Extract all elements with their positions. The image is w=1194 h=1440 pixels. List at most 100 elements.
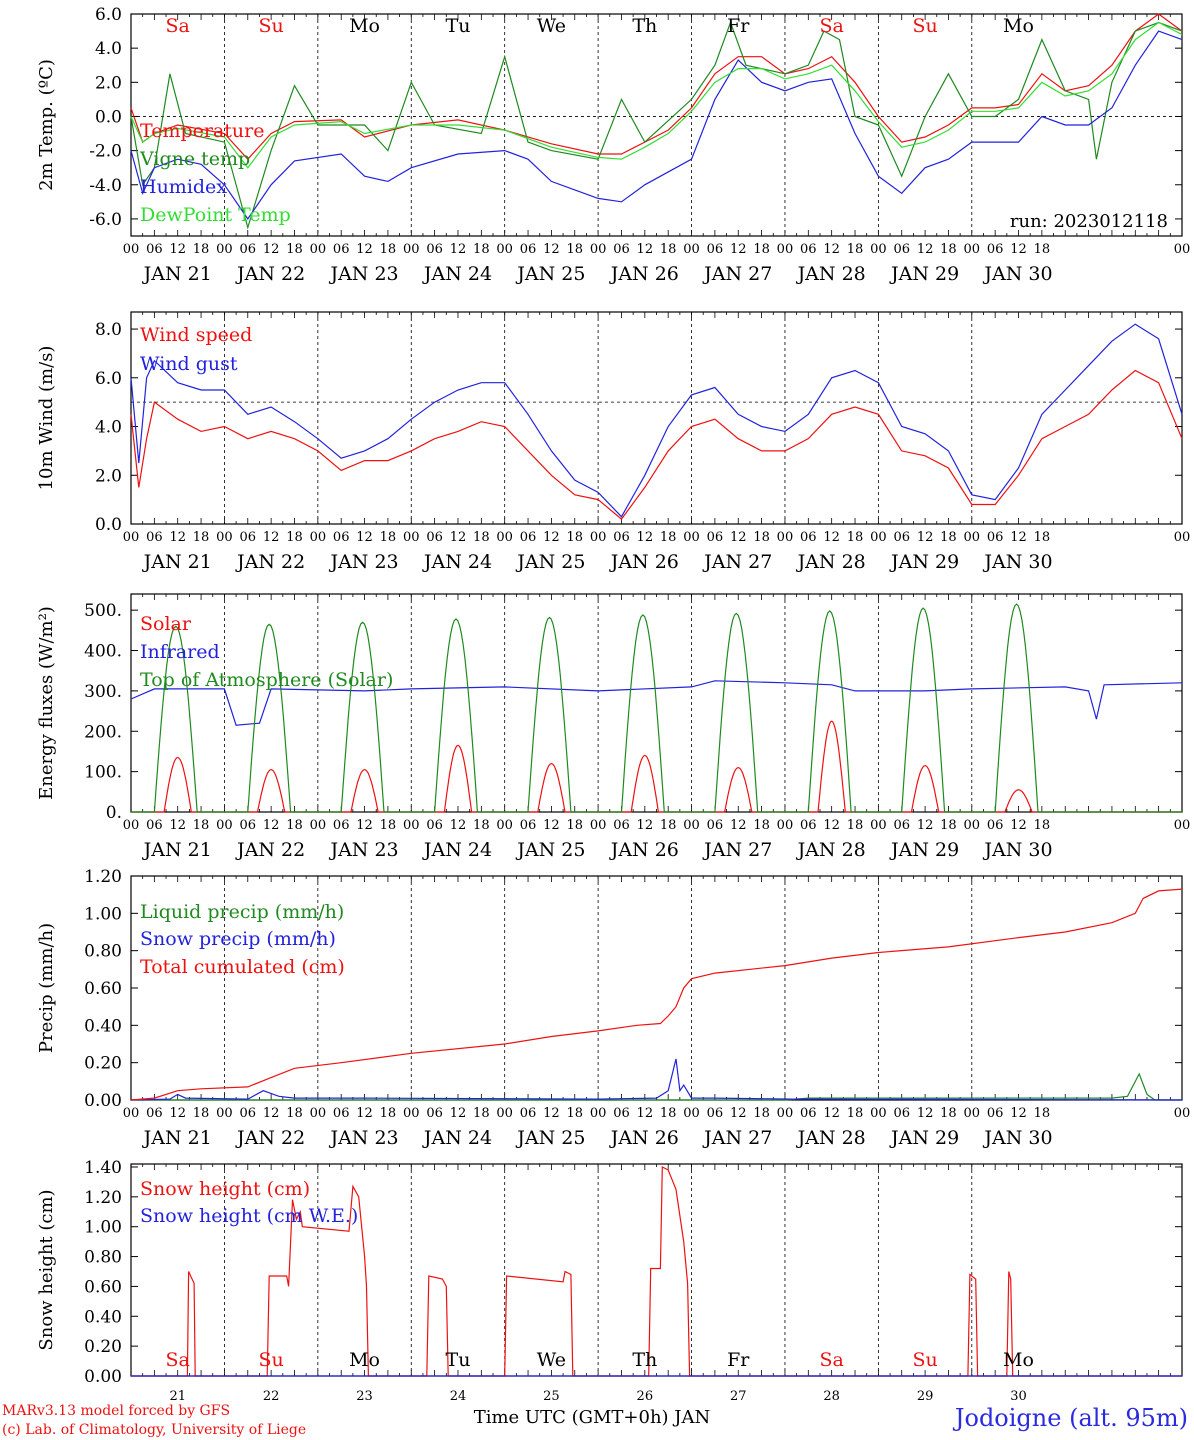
- date-label: JAN 23: [328, 551, 398, 573]
- y-tick-label: 0.40: [84, 1016, 122, 1036]
- hour-label: 18: [1034, 818, 1051, 833]
- model-credit: MARv3.13 model forced by GFS: [2, 1403, 230, 1419]
- hour-label: 00: [216, 818, 233, 833]
- hour-label: 06: [426, 242, 443, 257]
- hour-label: 00: [496, 818, 513, 833]
- chart-panels: -6.0 -4.0 -2.0 0.0 2.0 4.0 6.0 2m Temp. (ºC) Tem…: [36, 5, 1190, 1404]
- hour-label: 12: [823, 818, 840, 833]
- hour-label: 18: [380, 242, 397, 257]
- y-tick-label: 0.60: [84, 1277, 122, 1297]
- date-label: JAN 25: [515, 551, 585, 573]
- hour-label: 00: [1174, 1106, 1191, 1121]
- hour-label: 12: [823, 242, 840, 257]
- hour-label: 06: [333, 530, 350, 545]
- hour-label: 06: [800, 530, 817, 545]
- legend-entry: Top of Atmosphere (Solar): [140, 669, 393, 691]
- y-tick-label: 100.: [84, 763, 122, 783]
- hour-label: 00: [870, 530, 887, 545]
- series-line-snow-precip-mm-h: [130, 1058, 1183, 1101]
- hour-label: 12: [917, 1106, 934, 1121]
- hour-label: 06: [520, 530, 537, 545]
- date-label: JAN 26: [609, 839, 679, 861]
- hour-label: 12: [263, 530, 280, 545]
- hour-label: 12: [450, 818, 467, 833]
- series-line-humidex: [130, 30, 1183, 220]
- y-tick-label: 200.: [84, 722, 122, 742]
- y-tick-label: 0.20: [84, 1054, 122, 1074]
- hour-label: 12: [730, 1106, 747, 1121]
- y-tick-label: 8.0: [95, 320, 122, 340]
- hour-label: 18: [940, 242, 957, 257]
- y-tick-label: -6.0: [89, 210, 122, 230]
- hour-label: 00: [590, 818, 607, 833]
- legend-entry: Humidex: [140, 176, 227, 198]
- y-tick-label: 0.80: [84, 942, 122, 962]
- series-line-infrared: [130, 680, 1183, 726]
- hour-label: 06: [987, 818, 1004, 833]
- hour-label: 18: [660, 242, 677, 257]
- hour-label: 06: [707, 530, 724, 545]
- hour-label: 06: [613, 242, 630, 257]
- hour-label: 12: [450, 1106, 467, 1121]
- legend-entry: DewPoint Temp: [140, 204, 291, 226]
- hour-label: 18: [473, 242, 490, 257]
- hour-label: 06: [613, 530, 630, 545]
- hour-label: 06: [987, 530, 1004, 545]
- date-label: JAN 22: [235, 551, 305, 573]
- hour-label: 00: [496, 1106, 513, 1121]
- date-label: JAN 26: [609, 1127, 679, 1149]
- hour-label: 12: [823, 530, 840, 545]
- y-tick-label: 1.00: [84, 904, 122, 924]
- date-label: JAN 26: [609, 551, 679, 573]
- hour-label: 18: [473, 530, 490, 545]
- hour-label: 12: [543, 530, 560, 545]
- hour-label: 06: [333, 1106, 350, 1121]
- hour-label: 18: [753, 530, 770, 545]
- hour-label: 12: [263, 242, 280, 257]
- station-name: Jodoigne (alt. 95m): [952, 1404, 1188, 1432]
- hour-label: 06: [613, 818, 630, 833]
- date-label: JAN 27: [702, 263, 772, 285]
- hour-label: 12: [823, 1106, 840, 1121]
- hour-label: 06: [333, 818, 350, 833]
- y-tick-label: 400.: [84, 642, 122, 662]
- y-tick-label: 6.0: [95, 369, 122, 389]
- hour-label: 18: [193, 1106, 210, 1121]
- hour-label: 00: [310, 530, 327, 545]
- y-tick-label: 300.: [84, 682, 122, 702]
- hour-label: 12: [356, 242, 373, 257]
- hour-label: 12: [356, 818, 373, 833]
- date-label: JAN 23: [328, 839, 398, 861]
- chart-panel-2: 0.0 2.0 4.0 6.0 8.0 10m Wind (m/s) Wind speed W…: [36, 311, 1190, 573]
- y-tick-label: 2.0: [95, 73, 122, 93]
- hour-label: 18: [847, 530, 864, 545]
- y-tick-label: 0.60: [84, 979, 122, 999]
- hour-label: 00: [1174, 818, 1191, 833]
- y-axis-title: Energy fluxes (W/m²): [36, 606, 57, 800]
- hour-label: 12: [637, 242, 654, 257]
- hour-label: 00: [870, 818, 887, 833]
- hour-label: 06: [426, 530, 443, 545]
- hour-label: 12: [1010, 242, 1027, 257]
- hour-label: 12: [917, 530, 934, 545]
- day-number-label: 28: [823, 1389, 840, 1404]
- y-tick-label: 4.0: [95, 39, 122, 59]
- hour-label: 18: [940, 818, 957, 833]
- hour-label: 18: [566, 530, 583, 545]
- hour-label: 12: [356, 530, 373, 545]
- date-label: JAN 24: [422, 263, 492, 285]
- hour-label: 00: [964, 242, 981, 257]
- legend-entry: Temperature: [140, 120, 264, 142]
- hour-label: 12: [1010, 1106, 1027, 1121]
- date-label: JAN 28: [796, 263, 866, 285]
- hour-label: 06: [893, 242, 910, 257]
- chart-panel-5: 0.00 0.20 0.40 0.60 0.80 1.00 1.20 1.40 Snow hei…: [36, 1158, 1183, 1404]
- date-label: JAN 25: [515, 1127, 585, 1149]
- hour-label: 00: [777, 242, 794, 257]
- weekday-label: Sa: [166, 15, 190, 37]
- hour-label: 00: [964, 530, 981, 545]
- hour-label: 12: [543, 818, 560, 833]
- weekday-label: Fr: [727, 1349, 750, 1371]
- y-tick-label: 2.0: [95, 466, 122, 486]
